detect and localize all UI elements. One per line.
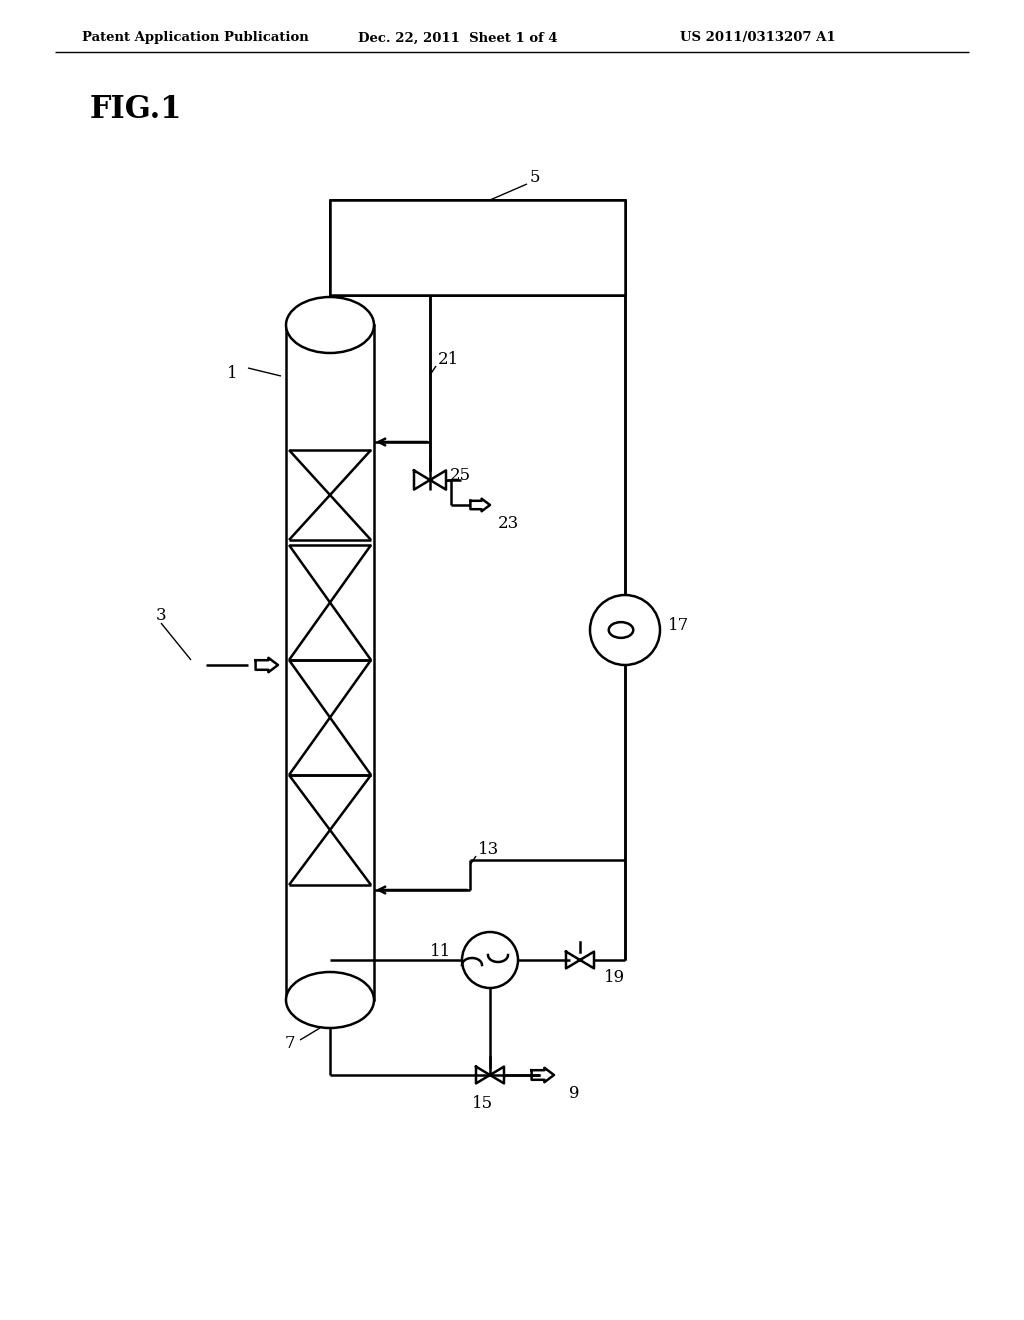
Text: Dec. 22, 2011  Sheet 1 of 4: Dec. 22, 2011 Sheet 1 of 4 (358, 32, 558, 45)
Ellipse shape (608, 622, 633, 638)
Ellipse shape (286, 297, 374, 352)
Circle shape (590, 595, 660, 665)
Text: 25: 25 (450, 467, 471, 484)
Text: 13: 13 (478, 842, 500, 858)
Text: 19: 19 (604, 969, 625, 986)
Bar (330, 201, 625, 294)
Text: 21: 21 (438, 351, 459, 368)
Bar (330, 201, 625, 294)
Ellipse shape (286, 972, 374, 1028)
Text: US 2011/0313207 A1: US 2011/0313207 A1 (680, 32, 836, 45)
Text: FIG.1: FIG.1 (90, 95, 182, 125)
Text: 11: 11 (430, 944, 452, 961)
Text: 9: 9 (569, 1085, 580, 1101)
Text: 3: 3 (156, 606, 167, 623)
Text: 1: 1 (227, 364, 238, 381)
Circle shape (462, 932, 518, 987)
Text: 5: 5 (530, 169, 541, 186)
Text: 15: 15 (471, 1094, 493, 1111)
Bar (286, 325, 374, 1001)
Text: 17: 17 (668, 616, 689, 634)
Text: 7: 7 (285, 1035, 295, 1052)
Text: Patent Application Publication: Patent Application Publication (82, 32, 309, 45)
Text: 23: 23 (498, 515, 519, 532)
